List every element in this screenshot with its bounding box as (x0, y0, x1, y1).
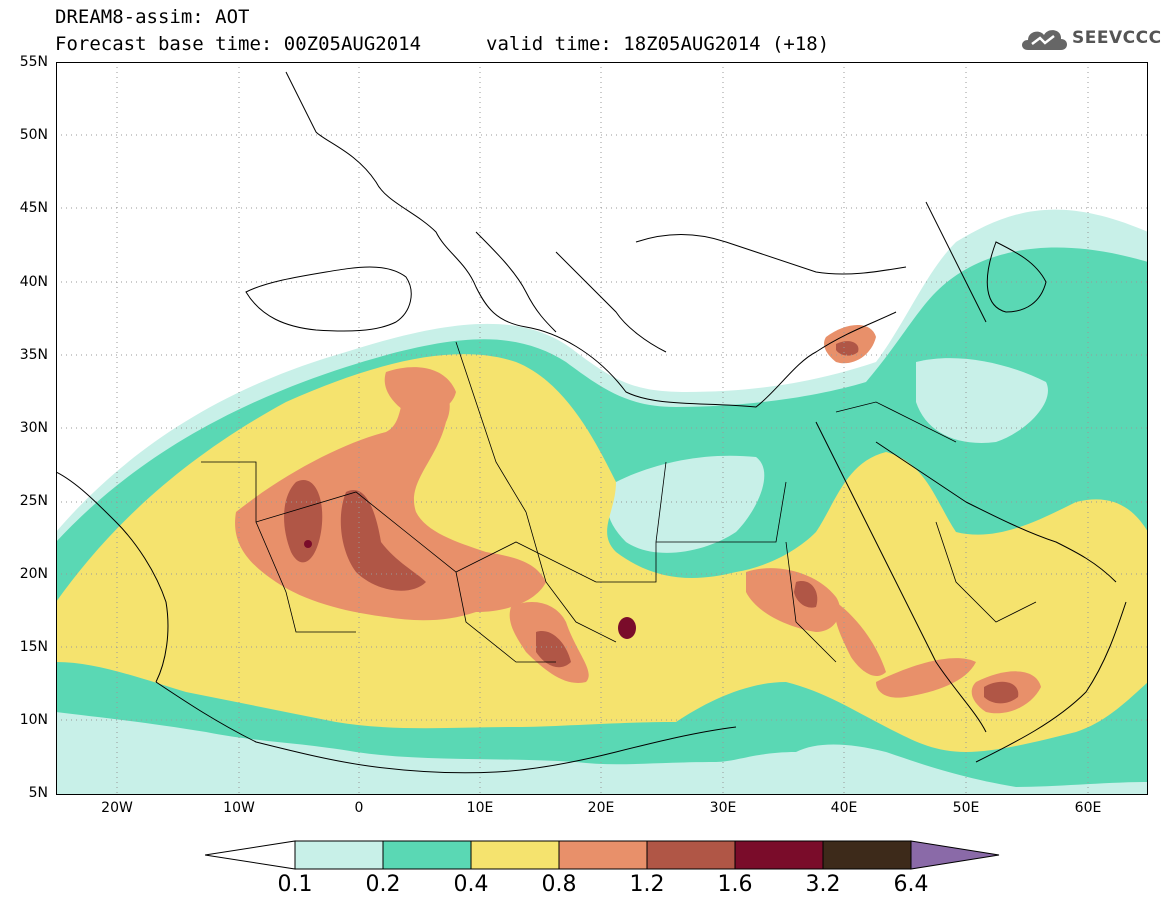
colorbar-label-1-6: 1.6 (717, 872, 753, 897)
forecast-base-time: Forecast base time: 00Z05AUG2014 (55, 33, 422, 55)
aot-contour-1-2-yemen (984, 681, 1019, 704)
lat-tick-25n: 25N (19, 493, 48, 509)
colorbar-bin-3-2 (822, 840, 912, 870)
lon-tick-60e: 60E (1074, 800, 1102, 816)
lat-tick-30n: 30N (19, 420, 48, 436)
coastlines (56, 71, 1127, 774)
colorbar-label-3-2: 3.2 (805, 872, 841, 897)
colorbar-bin-0-8 (558, 840, 648, 870)
lon-tick-50e: 50E (952, 800, 980, 816)
colorbar-bin-1-6 (734, 840, 824, 870)
lat-tick-20n: 20N (19, 566, 48, 582)
aot-colorbar (205, 840, 1000, 870)
lat-tick-15n: 15N (19, 639, 48, 655)
borders (201, 341, 1037, 663)
lat-tick-45n: 45N (19, 200, 48, 216)
lon-tick-30e: 30E (709, 800, 737, 816)
lon-tick-40e: 40E (830, 800, 858, 816)
lon-tick-10e: 10E (466, 800, 494, 816)
cloud-logo-icon (1022, 30, 1067, 50)
lon-tick-20w: 20W (101, 800, 133, 816)
aot-peak-mauritania (304, 540, 312, 548)
valid-time: valid time: 18Z05AUG2014 (+18) (486, 33, 830, 55)
aot-contour-1-2-mauritania (284, 480, 323, 563)
aot-contour-1-2-chad (536, 631, 571, 668)
colorbar-label-0-1: 0.1 (277, 872, 313, 897)
colorbar-label-6-4: 6.4 (893, 872, 929, 897)
aot-contour-0-8-yemen (876, 658, 976, 698)
aot-contour-0-8-sahara (235, 380, 546, 621)
aot-contour-0-8-redsea (834, 602, 886, 677)
colorbar-bin-1-2 (646, 840, 736, 870)
aot-contour-0-8-algeria (384, 367, 456, 414)
lat-tick-35n: 35N (19, 347, 48, 363)
colorbar-overflow-triangle (910, 840, 1000, 870)
colorbar-underflow-triangle (205, 840, 296, 870)
colorbar-label-0-8: 0.8 (541, 872, 577, 897)
colorbar-label-1-2: 1.2 (629, 872, 665, 897)
aot-contour-1-2-mali (340, 490, 426, 591)
aot-peak-darfur (618, 617, 636, 639)
map-title: DREAM8-assim: AOT (55, 6, 250, 28)
aot-map (56, 62, 1148, 795)
logo-text: SEEVCCC (1072, 28, 1162, 48)
colorbar-bin-0-1 (294, 840, 384, 870)
colorbar-label-0-2: 0.2 (365, 872, 401, 897)
seevccc-logo: SEEVCCC (1018, 22, 1161, 58)
lon-tick-0: 0 (354, 800, 364, 816)
colorbar-label-0-4: 0.4 (453, 872, 489, 897)
lat-tick-10n: 10N (19, 712, 48, 728)
colorbar-bin-0-2 (382, 840, 472, 870)
aot-contour-0-1-egypt (607, 455, 765, 553)
aot-contour-1-2-iraq (836, 341, 859, 356)
lat-tick-50n: 50N (19, 127, 48, 143)
aot-contour-1-2-sudan (794, 581, 818, 608)
lon-tick-10w: 10W (223, 800, 255, 816)
lat-tick-5n: 5N (28, 785, 48, 801)
lat-tick-40n: 40N (19, 274, 48, 290)
lat-tick-55n: 55N (19, 54, 48, 70)
colorbar-bin-0-4 (470, 840, 560, 870)
lon-tick-20e: 20E (587, 800, 615, 816)
aot-contour-0-1-arabia (916, 358, 1048, 443)
